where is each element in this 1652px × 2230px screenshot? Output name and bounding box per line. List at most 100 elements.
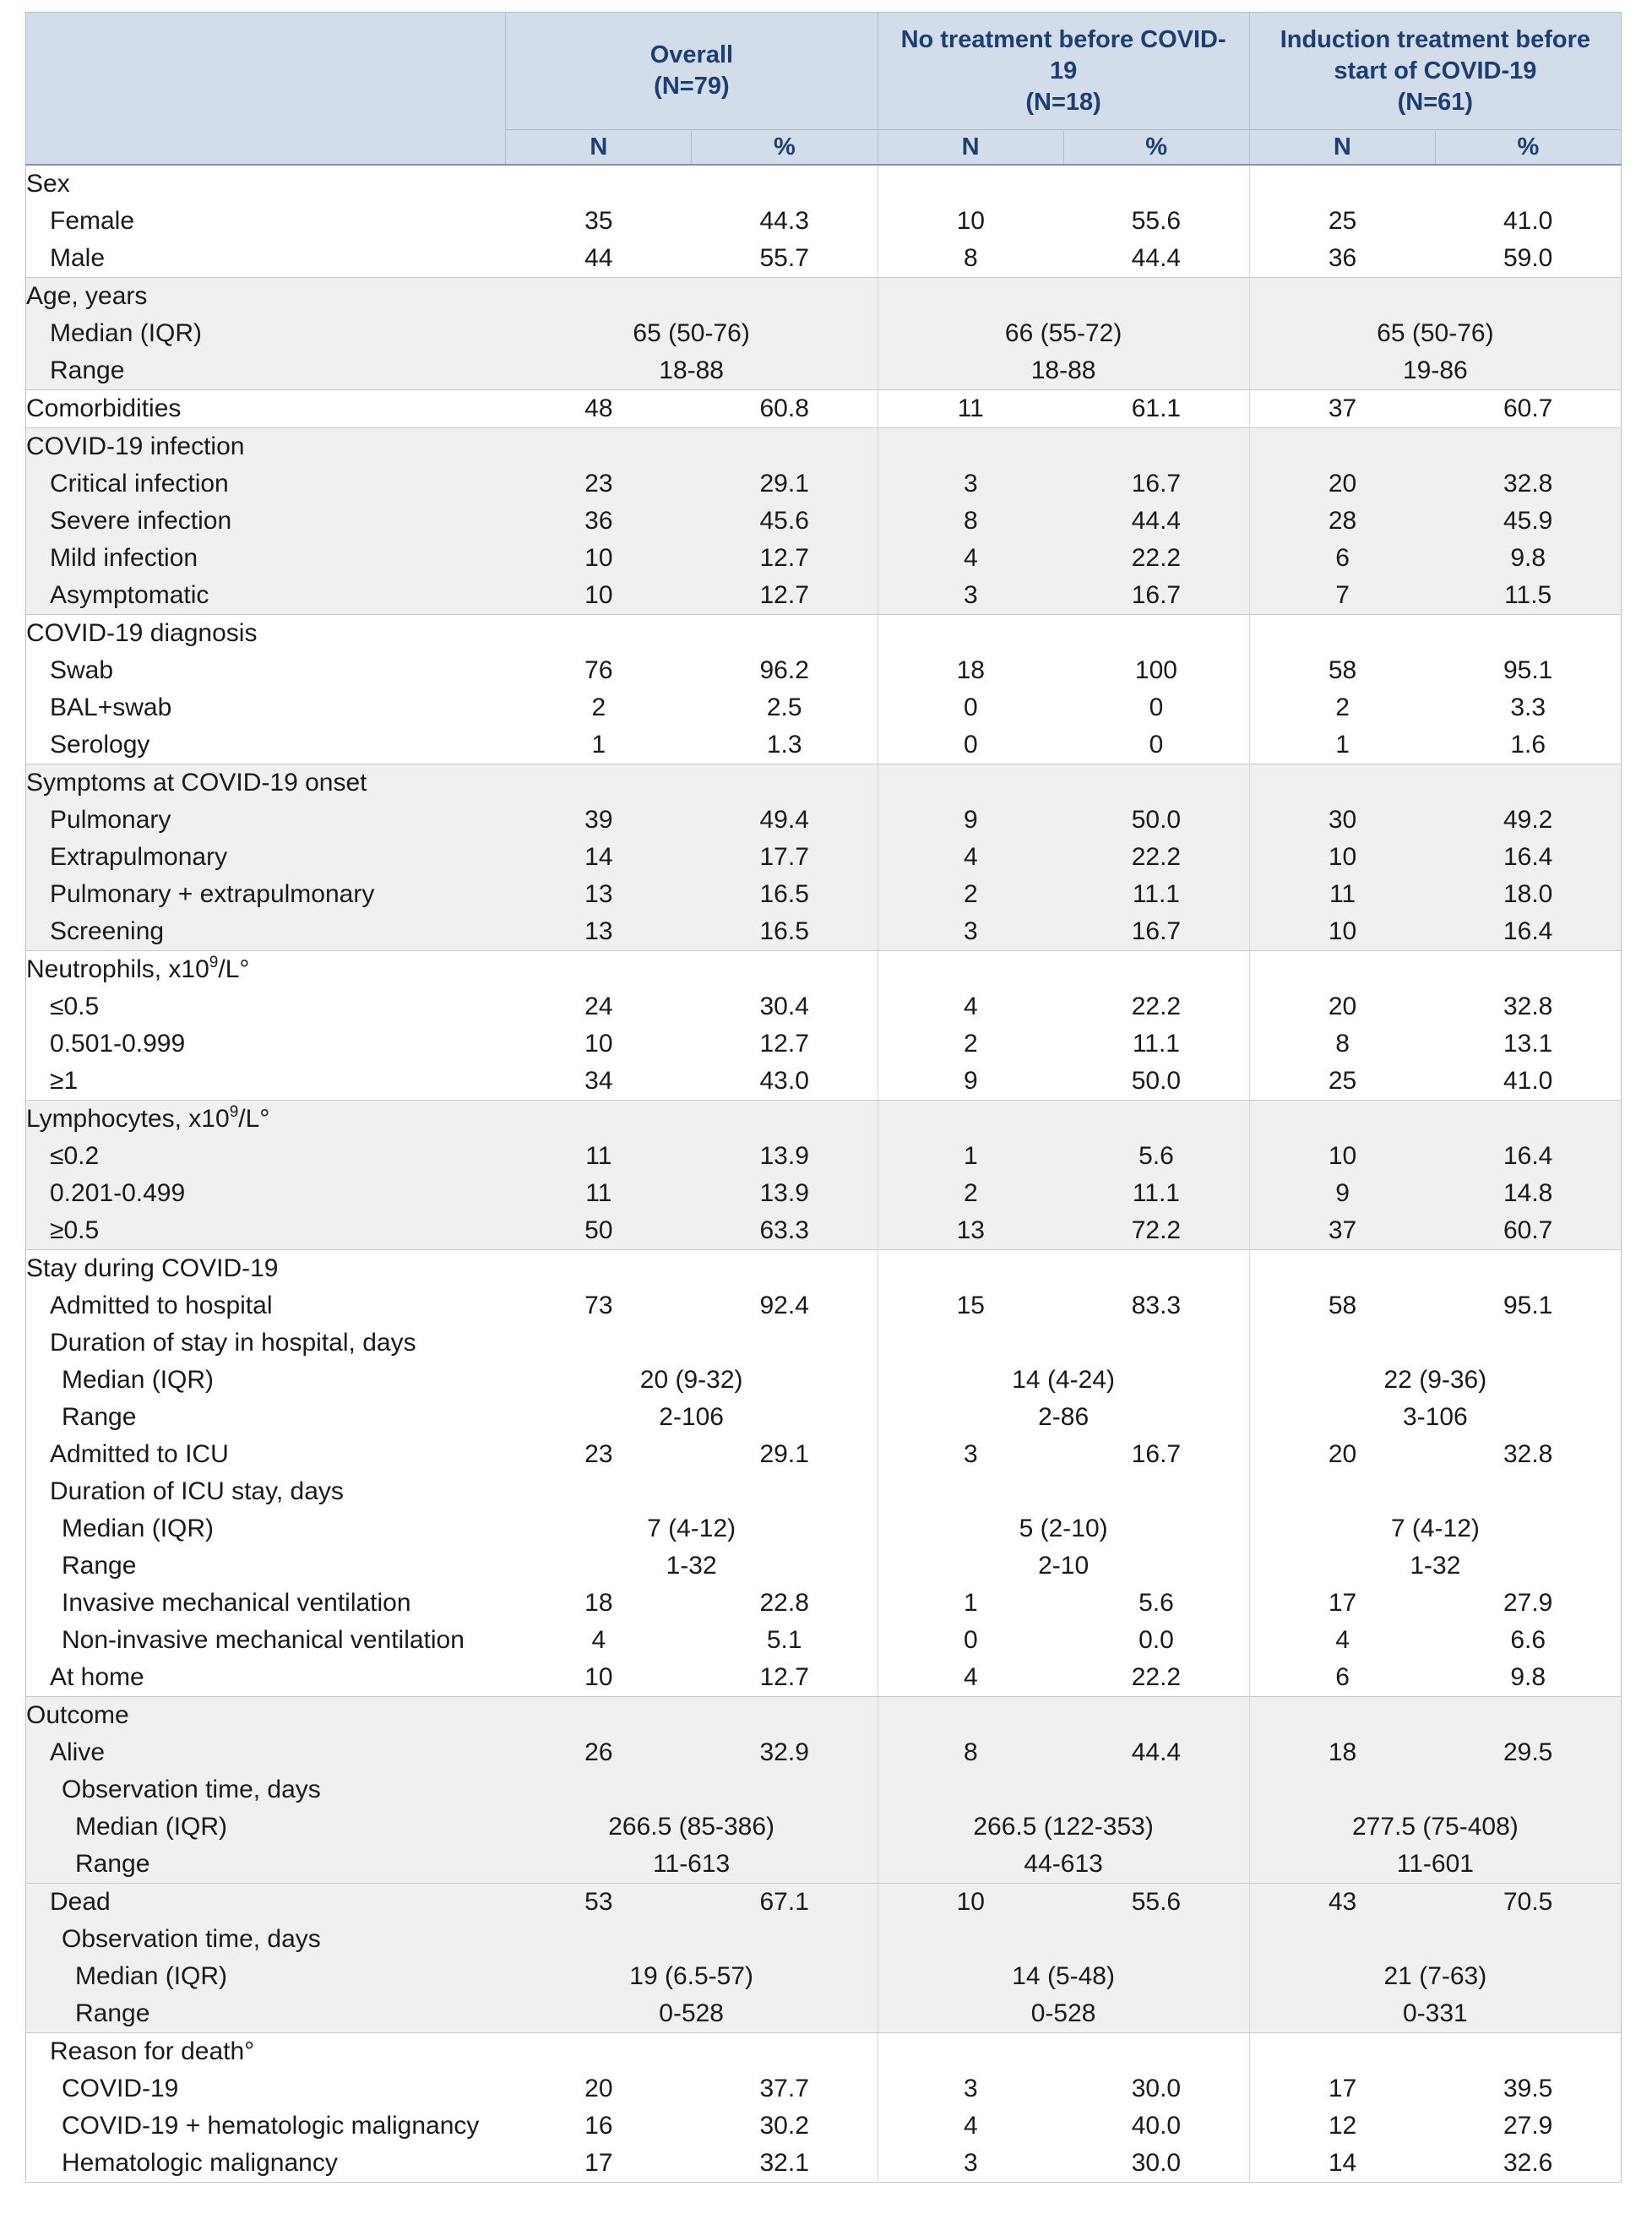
cell: 13.1 — [1435, 1025, 1622, 1063]
section-header-row: Outcome — [25, 1696, 1622, 1734]
row-label: Asymptomatic — [25, 577, 506, 615]
cell: 8 — [877, 1734, 1064, 1771]
cell: 11.1 — [1063, 1025, 1250, 1063]
cell: 95.1 — [1435, 1287, 1622, 1324]
cell: 20 — [1248, 988, 1436, 1025]
table-row: Serology 1 1.3 0 0 1 1.6 — [25, 726, 1622, 764]
cell — [505, 950, 692, 988]
section-title-text: Stay during COVID-19 — [26, 1254, 279, 1282]
title-suffix: /L° — [218, 955, 250, 983]
section-title: COVID-19 infection — [25, 427, 506, 465]
cell — [877, 1473, 1064, 1510]
section-header-row: COVID-19 infection — [25, 427, 1622, 465]
section-neutrophils: Neutrophils, x109/L° ≤0.5 24 30.4 4 22.2 20 32.… — [25, 950, 1622, 1101]
section-title-text: Symptoms at COVID-19 onset — [26, 769, 367, 797]
row-label: Pulmonary + extrapulmonary — [25, 876, 506, 913]
cell: 266.5 (85-386) — [505, 1808, 878, 1846]
cell: 12.7 — [691, 1659, 878, 1697]
header-group-no-treatment: No treatment before COVID-19 (N=18) — [877, 12, 1250, 130]
cell: 20 — [1248, 1436, 1436, 1473]
table-row: Range 18-88 18-88 19-86 — [25, 352, 1622, 390]
table-row: ≤0.2 11 13.9 1 5.6 10 16.4 — [25, 1138, 1622, 1175]
cell: 61.1 — [1063, 389, 1250, 428]
cell: 3 — [877, 2070, 1064, 2108]
section-stay: Stay during COVID-19 Admitted to hospital… — [25, 1249, 1622, 1697]
cell: 22.2 — [1063, 540, 1250, 577]
cell: 10 — [1248, 1138, 1436, 1175]
cell — [1435, 1100, 1622, 1138]
cell: 11.5 — [1435, 577, 1622, 615]
cell: 32.9 — [691, 1734, 878, 1771]
row-label: Observation time, days — [25, 1771, 506, 1808]
section-symptoms: Symptoms at COVID-19 onset Pulmonary 39 49.… — [25, 764, 1622, 951]
cell — [1063, 1771, 1250, 1808]
cell — [1063, 614, 1250, 652]
cell: 34 — [505, 1063, 692, 1101]
cell — [1248, 764, 1436, 802]
cell: 43.0 — [691, 1063, 878, 1101]
cell: 4 — [877, 839, 1064, 876]
row-label: Admitted to ICU — [25, 1436, 506, 1473]
table-row: Observation time, days — [25, 1921, 1622, 1958]
table-row: Reason for death° — [25, 2032, 1622, 2070]
cell: 16.7 — [1063, 1436, 1250, 1473]
cell: 0 — [877, 726, 1064, 764]
cell: 22.2 — [1063, 1659, 1250, 1697]
cell: 60.7 — [1435, 1212, 1622, 1250]
table-row: Range 2-106 2-86 3-106 — [25, 1399, 1622, 1436]
cell: 13 — [877, 1212, 1064, 1250]
section-header-row: Stay during COVID-19 — [25, 1249, 1622, 1287]
cell: 0 — [877, 689, 1064, 726]
cell: 7 (4-12) — [1248, 1510, 1622, 1547]
cell: 100 — [1063, 652, 1250, 689]
cell: 2 — [877, 1175, 1064, 1212]
table-row: Male 44 55.7 8 44.4 36 59.0 — [25, 240, 1622, 278]
cell: 3 — [877, 2145, 1064, 2183]
row-label: Hematologic malignancy — [25, 2145, 506, 2183]
cell: 16 — [505, 2108, 692, 2145]
cell: 1 — [505, 726, 692, 764]
table-row: Observation time, days — [25, 1771, 1622, 1808]
cell — [1063, 1473, 1250, 1510]
cell: 41.0 — [1435, 1063, 1622, 1101]
row-label: Duration of stay in hospital, days — [25, 1324, 506, 1362]
cell: 11.1 — [1063, 876, 1250, 913]
cell: 18 — [877, 652, 1064, 689]
cell — [505, 1473, 692, 1510]
row-label: Alive — [25, 1734, 506, 1771]
cell: 2-10 — [877, 1547, 1250, 1585]
row-label: Median (IQR) — [25, 1958, 506, 1995]
section-title: Age, years — [25, 277, 506, 315]
section-title: Symptoms at COVID-19 onset — [25, 764, 506, 802]
cell: 11 — [1248, 876, 1436, 913]
cell: 22.2 — [1063, 839, 1250, 876]
cell: 3 — [877, 913, 1064, 951]
cell: 1 — [877, 1138, 1064, 1175]
row-label: 0.201-0.499 — [25, 1175, 506, 1212]
group-name: Induction treatment before start of COVI… — [1280, 25, 1591, 84]
cell: 44 — [505, 240, 692, 278]
cell: 9.8 — [1435, 540, 1622, 577]
cell: 2 — [877, 876, 1064, 913]
cell: 70.5 — [1435, 1883, 1622, 1921]
cell: 73 — [505, 1287, 692, 1324]
cell: 36 — [505, 503, 692, 540]
row-label: Mild infection — [25, 540, 506, 577]
cell: 16.4 — [1435, 1138, 1622, 1175]
cell: 55.7 — [691, 240, 878, 278]
cell: 1 — [877, 1585, 1064, 1622]
cell: 5.6 — [1063, 1138, 1250, 1175]
col-pct: % — [1062, 129, 1250, 166]
row-label: Observation time, days — [25, 1921, 506, 1958]
cell: 63.3 — [691, 1212, 878, 1250]
cell: 44.4 — [1063, 503, 1250, 540]
cell: 58 — [1248, 652, 1436, 689]
cell — [505, 1324, 692, 1362]
section-title: Outcome — [25, 1696, 506, 1734]
cell: 26 — [505, 1734, 692, 1771]
table-row: Median (IQR) 19 (6.5-57) 14 (5-48) 21 (7-63… — [25, 1958, 1622, 1995]
row-label: Pulmonary — [25, 802, 506, 839]
cell: 16.5 — [691, 913, 878, 951]
cell: 1.3 — [691, 726, 878, 764]
col-pct: % — [1434, 129, 1622, 166]
